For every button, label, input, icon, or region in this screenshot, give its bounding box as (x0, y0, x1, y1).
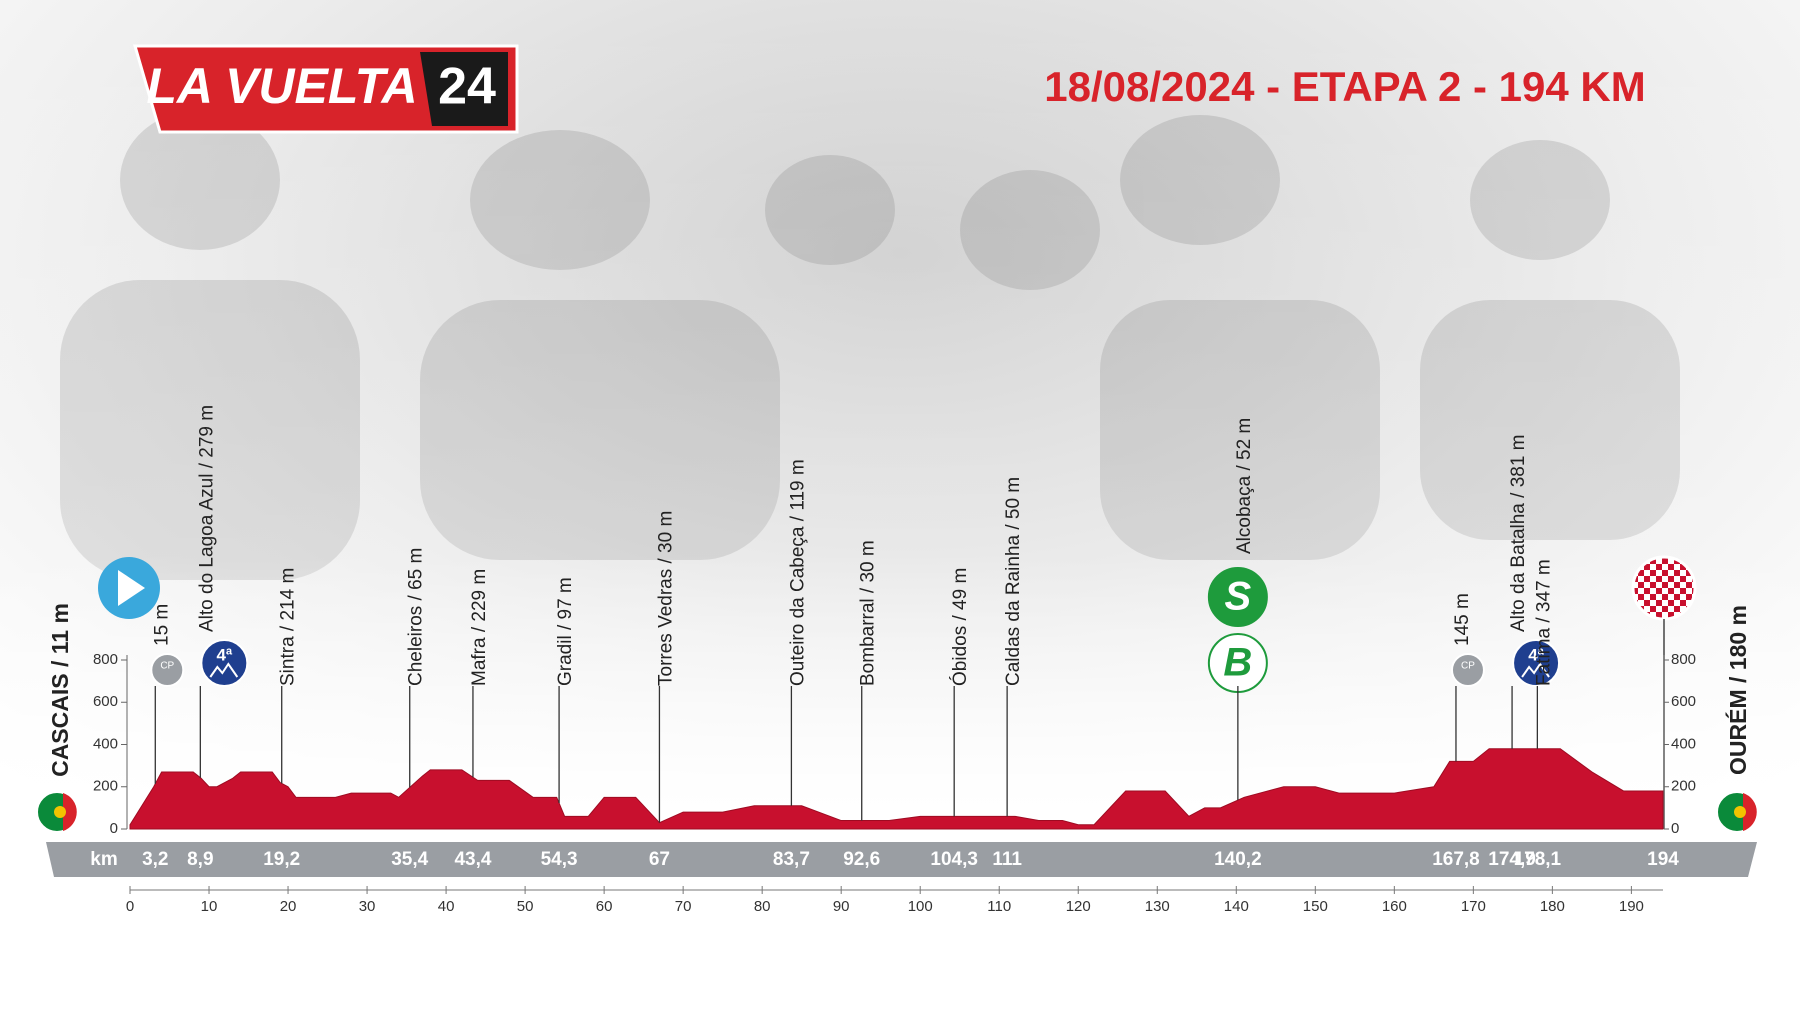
km-label: 43,4 (454, 849, 491, 870)
km-label: 83,7 (773, 849, 810, 870)
y2-tick-label: 800 (1671, 651, 1696, 668)
sprint-icon-text: B (1223, 641, 1252, 685)
x-tick-label: 100 (908, 898, 933, 915)
point-icon: B (1207, 633, 1268, 693)
point-icon: CP (1450, 653, 1485, 687)
km-label: 19,2 (263, 849, 300, 870)
point-label: 15 m (151, 604, 172, 646)
climb-icon-mountain (1521, 662, 1550, 678)
x-tick-label: 60 (596, 898, 613, 915)
x-tick-label: 70 (675, 898, 692, 915)
km-label: 140,2 (1214, 849, 1262, 870)
x-tick-label: 80 (754, 898, 771, 915)
climb-icon-text: 4ª (1528, 645, 1544, 664)
x-tick-label: 140 (1224, 898, 1249, 915)
cp-icon (150, 653, 185, 687)
x-tick-label: 90 (833, 898, 850, 915)
finish-label: OURÉM / 180 m (1724, 605, 1751, 775)
point-label: Cheleiros / 65 m (406, 548, 427, 686)
km-label: 35,4 (391, 849, 428, 870)
logo-year: 24 (438, 58, 496, 116)
cp-icon-text: CP (160, 661, 174, 672)
y2-tick-label: 0 (1671, 820, 1679, 837)
x-tick-label: 160 (1382, 898, 1407, 915)
x-tick-label: 170 (1461, 898, 1486, 915)
climb-icon-mountain (209, 662, 239, 678)
km-label: 104,3 (930, 849, 978, 870)
x-tick-label: 180 (1540, 898, 1565, 915)
point-icon: CP (150, 653, 185, 687)
km-label: 174,9 (1488, 849, 1536, 870)
flag-finish (1716, 791, 1758, 833)
y2-tick-label: 200 (1671, 778, 1696, 795)
logo-text: LA VUELTA (146, 58, 417, 114)
elevation-area (129, 748, 1664, 830)
point-label: Bombarral / 30 m (858, 540, 879, 686)
km-bar (46, 842, 1757, 877)
cp-icon-text: CP (1461, 661, 1475, 672)
x-tick-label: 190 (1619, 898, 1644, 915)
y2-tick-label: 400 (1671, 735, 1696, 752)
km-label: 54,3 (541, 849, 578, 870)
sprint-icon (1207, 567, 1268, 627)
y-tick-label: 600 (93, 693, 118, 710)
x-tick-label: 130 (1145, 898, 1170, 915)
y-tick-label: 800 (93, 651, 118, 668)
flag-start (36, 791, 78, 833)
x-tick-label: 10 (201, 898, 218, 915)
point-icon: 4ª (200, 639, 249, 687)
cp-icon (1450, 653, 1485, 687)
x-tick-label: 50 (517, 898, 534, 915)
point-label: Caldas da Rainha / 50 m (1003, 477, 1024, 686)
point-label: Mafra / 229 m (469, 569, 490, 686)
km-label: 111 (992, 849, 1022, 870)
x-tick-label: 20 (280, 898, 297, 915)
logo: LA VUELTA 24 (133, 44, 519, 134)
point-label: Gradil / 97 m (555, 577, 576, 686)
y-tick-label: 0 (110, 820, 118, 837)
start-label: CASCAIS / 11 m (47, 603, 73, 777)
point-label: Alto da Batalha / 381 m (1508, 434, 1529, 632)
km-label: 194 (1647, 849, 1679, 870)
y-tick-label: 400 (93, 735, 118, 752)
point-icon: S (1207, 567, 1268, 627)
x-tick-label: 30 (359, 898, 376, 915)
start-icon (98, 557, 160, 619)
stage-title: 18/08/2024 - ETAPA 2 - 194 KM (1044, 63, 1646, 110)
km-label: 8,9 (187, 849, 213, 870)
km-label: 178,1 (1514, 849, 1562, 870)
km-label: 167,8 (1432, 849, 1480, 870)
x-tick-label: 40 (438, 898, 455, 915)
km-unit: km (90, 849, 117, 870)
point-icon: 4ª (1512, 639, 1561, 687)
point-label: Alcobaça / 52 m (1234, 418, 1255, 554)
sprint-icon-text: S (1225, 575, 1252, 619)
climb-icon-text: 4ª (216, 645, 232, 664)
y-tick-label: 200 (93, 778, 118, 795)
point-label: Outeiro da Cabeça / 119 m (787, 459, 808, 686)
x-tick-label: 120 (1066, 898, 1091, 915)
km-label: 67 (649, 849, 670, 870)
point-label: Sintra / 214 m (278, 568, 299, 686)
point-label: Alto do Lagoa Azul / 279 m (196, 405, 217, 632)
x-tick-label: 110 (987, 898, 1011, 915)
point-label: Torres Vedras / 30 m (655, 511, 676, 686)
point-label: 145 m (1452, 593, 1473, 646)
y2-tick-label: 600 (1671, 693, 1696, 710)
km-label: 3,2 (142, 849, 168, 870)
km-label: 92,6 (843, 849, 880, 870)
point-label: Óbidos / 49 m (949, 568, 971, 686)
x-tick-label: 150 (1303, 898, 1328, 915)
point-label: Fatima / 347 m (1533, 559, 1554, 686)
x-tick-label: 0 (126, 898, 134, 915)
